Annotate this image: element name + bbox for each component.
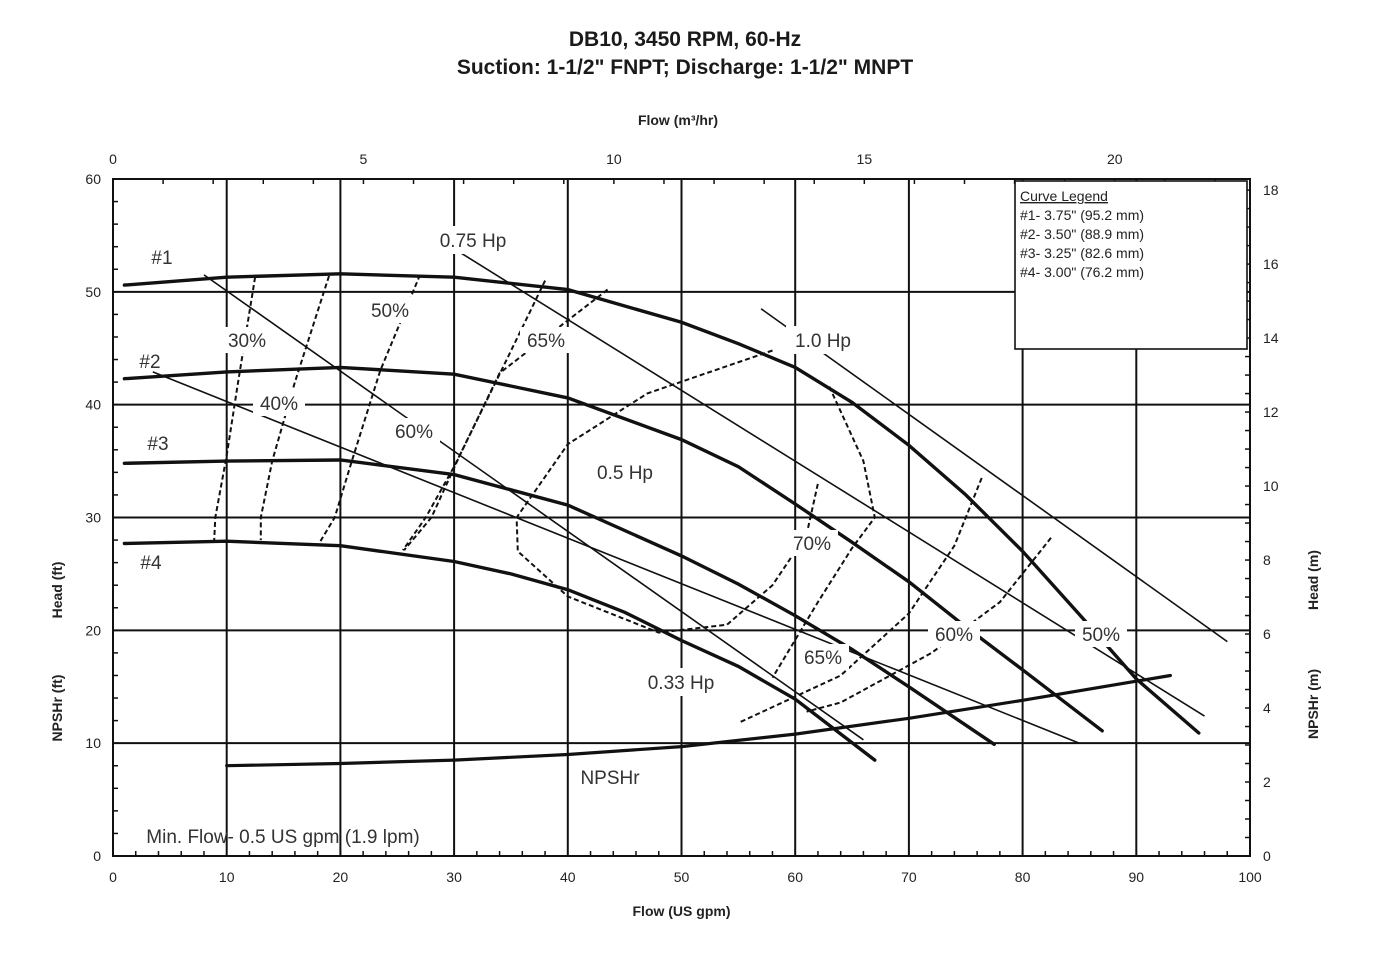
- chart-title-line-1: DB10, 3450 RPM, 60-Hz: [568, 28, 802, 51]
- legend-entry: #1- 3.75" (95.2 mm): [1020, 207, 1144, 223]
- annotation-knockout: [797, 644, 849, 670]
- y-tick-label-left: 50: [85, 284, 101, 300]
- hp-line: [152, 371, 1080, 744]
- annotation-knockout: [928, 621, 980, 647]
- impeller-curve-label: #4: [140, 553, 162, 574]
- curve-annotation: 0.33 Hp: [648, 673, 715, 694]
- efficiency-line: [316, 274, 421, 547]
- x-tick-label-top: 10: [606, 151, 622, 167]
- x-tick-label-bottom: 50: [674, 869, 690, 885]
- min-flow-note: Min. Flow- 0.5 US gpm (1.9 lpm): [146, 827, 419, 848]
- y-tick-label-right: 0: [1263, 848, 1271, 864]
- x-axis-title-bottom: Flow (US gpm): [633, 903, 731, 919]
- y-tick-label-right: 18: [1263, 182, 1279, 198]
- efficiency-line: [737, 477, 983, 724]
- impeller-curve-label: #2: [139, 352, 160, 373]
- curve-annotation: 30%: [228, 331, 266, 352]
- efficiency-line: [515, 349, 819, 634]
- y-tick-label-left: 0: [93, 848, 101, 864]
- y-tick-label-left: 40: [85, 397, 101, 413]
- x-tick-label-top: 5: [360, 151, 368, 167]
- series-curve: [122, 539, 877, 762]
- x-tick-label-bottom: 80: [1015, 869, 1031, 885]
- impeller-curve-label: #1: [151, 248, 172, 269]
- annotation-knockout: [520, 327, 572, 353]
- annotation-knockout: [638, 668, 724, 696]
- curve-annotation: 40%: [260, 394, 298, 415]
- curve-annotation: 60%: [395, 422, 433, 443]
- x-tick-label-bottom: 40: [560, 869, 576, 885]
- x-tick-label-bottom: 70: [901, 869, 917, 885]
- curve-annotation: 0.75 Hp: [440, 231, 507, 252]
- x-tick-label-bottom: 20: [333, 869, 349, 885]
- y-axis-title-right-head: Head (m): [1305, 550, 1321, 610]
- y-axis-title-left-npshr: NPSHr (ft): [49, 675, 65, 742]
- x-tick-label-bottom: 30: [446, 869, 462, 885]
- y-tick-label-right: 12: [1263, 404, 1279, 420]
- annotation-knockout: [364, 297, 416, 323]
- annotation-knockout: [786, 326, 860, 354]
- legend-title: Curve Legend: [1020, 188, 1108, 204]
- y-tick-label-right: 6: [1263, 626, 1271, 642]
- y-tick-label-right: 14: [1263, 330, 1279, 346]
- series-curve: [225, 673, 1173, 768]
- series-curve: [122, 365, 1104, 733]
- y-tick-label-left: 20: [85, 622, 101, 638]
- x-tick-label-top: 20: [1107, 151, 1123, 167]
- y-tick-label-right: 10: [1263, 478, 1279, 494]
- annotation-knockout: [388, 418, 440, 444]
- y-tick-label-left: 60: [85, 171, 101, 187]
- annotation-knockout: [428, 226, 518, 254]
- y-axis-title-right-npshr: NPSHr (m): [1305, 669, 1321, 739]
- hp-line: [760, 308, 1228, 643]
- annotation-knockout: [253, 390, 305, 416]
- y-tick-label-right: 8: [1263, 552, 1271, 568]
- legend-box: [1014, 180, 1248, 350]
- y-tick-label-right: 4: [1263, 700, 1271, 716]
- x-axis-title-top: Flow (m³/hr): [638, 112, 718, 128]
- x-tick-label-top: 15: [857, 151, 873, 167]
- curve-annotation: 1.0 Hp: [795, 331, 851, 352]
- impeller-curve-label: #3: [147, 434, 168, 455]
- chart-title-line-2: Suction: 1-1/2" FNPT; Discharge: 1-1/2" …: [456, 56, 914, 79]
- y-tick-label-right: 16: [1263, 256, 1279, 272]
- curve-annotation: 70%: [793, 534, 831, 555]
- efficiency-line: [402, 280, 546, 551]
- x-tick-label-bottom: 100: [1238, 869, 1262, 885]
- x-tick-label-top: 0: [109, 151, 117, 167]
- annotation-knockout: [221, 327, 273, 353]
- npshr-label: NPSHr: [580, 768, 640, 789]
- annotation-knockout: [584, 458, 666, 486]
- y-axis-title-left-head: Head (ft): [49, 562, 65, 619]
- annotation-knockout: [786, 530, 838, 556]
- x-tick-label-bottom: 0: [109, 869, 117, 885]
- legend-entry: #4- 3.00" (76.2 mm): [1020, 264, 1144, 280]
- series-curve: [122, 272, 1201, 735]
- legend-entry: #2- 3.50" (88.9 mm): [1020, 226, 1144, 242]
- curve-annotation: 50%: [1082, 625, 1120, 646]
- curve-annotation: 0.5 Hp: [597, 463, 653, 484]
- curve-annotation: 65%: [527, 331, 565, 352]
- curve-annotation: 50%: [371, 301, 409, 322]
- series-curve: [122, 458, 996, 746]
- legend-entry: #3- 3.25" (82.6 mm): [1020, 245, 1144, 261]
- efficiency-line: [806, 537, 1052, 713]
- annotation-knockout: [1075, 621, 1127, 647]
- efficiency-line: [771, 386, 876, 679]
- x-tick-label-bottom: 10: [219, 869, 235, 885]
- y-tick-label-right: 2: [1263, 774, 1271, 790]
- y-tick-label-left: 10: [85, 735, 101, 751]
- efficiency-line: [213, 277, 257, 541]
- x-tick-label-bottom: 90: [1129, 869, 1145, 885]
- hp-line: [203, 274, 864, 741]
- x-tick-label-bottom: 60: [787, 869, 803, 885]
- y-tick-label-left: 30: [85, 510, 101, 526]
- curve-annotation: 65%: [804, 648, 842, 669]
- curve-annotation: 60%: [935, 625, 973, 646]
